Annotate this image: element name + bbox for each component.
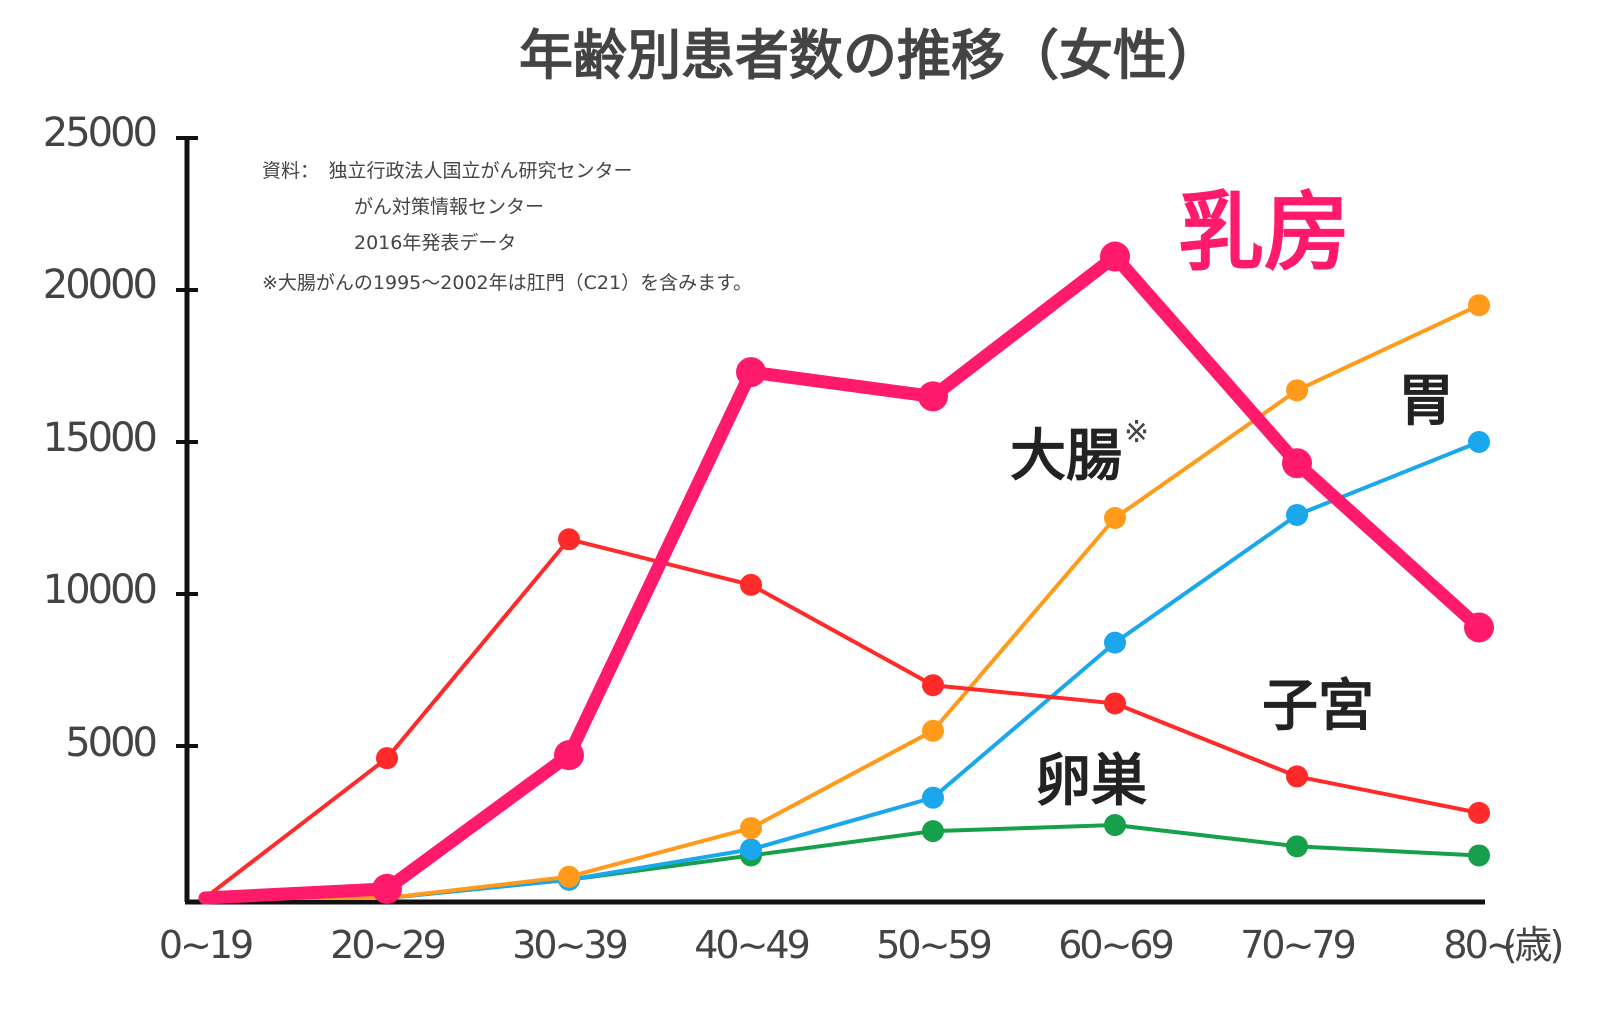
x-tick-label: 20~29 bbox=[330, 923, 444, 967]
data-point bbox=[554, 740, 584, 771]
x-tick-label: 0~19 bbox=[159, 923, 252, 967]
data-point bbox=[922, 719, 944, 742]
x-tick-label: 30~39 bbox=[512, 923, 626, 967]
data-point bbox=[1468, 844, 1490, 867]
series-label-ovary: 卵巣 bbox=[1035, 749, 1147, 814]
data-point bbox=[372, 873, 402, 904]
y-tick-label: 15000 bbox=[43, 415, 156, 461]
data-point bbox=[922, 674, 944, 697]
data-point bbox=[922, 820, 944, 843]
series-line bbox=[203, 303, 1481, 900]
x-tick-label: 80~ bbox=[1443, 923, 1514, 967]
source-line: ※大腸がんの1995～2002年は肛門（C21）を含みます。 bbox=[262, 272, 752, 294]
data-point bbox=[740, 573, 762, 596]
data-point bbox=[922, 786, 944, 809]
series-line bbox=[203, 537, 1481, 900]
source-note: 資料： 独立行政法人国立がん研究センター がん対策情報センター 2016年発表デ… bbox=[262, 160, 752, 294]
x-tick-label: 60~69 bbox=[1058, 923, 1172, 967]
data-point bbox=[376, 747, 398, 770]
data-point bbox=[1468, 801, 1490, 824]
x-tick-label: 70~79 bbox=[1240, 923, 1354, 967]
series-layer bbox=[198, 241, 1494, 905]
series-label-stomach: 胃 bbox=[1398, 369, 1454, 434]
y-tick-marks bbox=[176, 136, 198, 748]
y-tick-label: 10000 bbox=[43, 567, 156, 613]
data-point bbox=[1104, 507, 1126, 529]
data-point bbox=[736, 357, 766, 388]
series-2 bbox=[203, 294, 1490, 900]
data-point bbox=[1282, 448, 1312, 479]
data-point bbox=[558, 865, 580, 888]
source-line: 2016年発表データ bbox=[354, 232, 516, 254]
x-tick-label: 40~49 bbox=[694, 923, 808, 967]
series-labels: 乳房 胃 大腸 ※ 子宮 卵巣 bbox=[1010, 183, 1454, 814]
series-1 bbox=[203, 528, 1490, 900]
data-point bbox=[1468, 431, 1490, 453]
data-point bbox=[1286, 835, 1308, 858]
data-point bbox=[1100, 241, 1130, 272]
x-unit-label: (歳) bbox=[1503, 923, 1562, 967]
x-tick-label: 50~59 bbox=[876, 923, 990, 967]
axes bbox=[184, 138, 1485, 905]
series-label-uterus: 子宮 bbox=[1262, 674, 1374, 739]
data-point bbox=[1286, 765, 1308, 788]
data-point bbox=[740, 838, 762, 861]
source-line: がん対策情報センター bbox=[354, 196, 544, 218]
data-point bbox=[1104, 814, 1126, 837]
y-tick-label: 20000 bbox=[43, 262, 156, 308]
data-point bbox=[1464, 612, 1494, 643]
source-line: 資料： 独立行政法人国立がん研究センター bbox=[262, 160, 633, 182]
data-point bbox=[1286, 379, 1308, 402]
y-tick-label: 5000 bbox=[65, 720, 155, 766]
series-3 bbox=[203, 431, 1490, 900]
data-point bbox=[1104, 631, 1126, 654]
y-tick-label: 25000 bbox=[43, 110, 156, 156]
data-point bbox=[1104, 692, 1126, 715]
data-point bbox=[558, 528, 580, 551]
series-line bbox=[198, 250, 1486, 905]
x-tick-labels: 0~19 20~29 30~39 40~49 50~59 60~69 70~79 80~ bbox=[159, 923, 1518, 967]
data-point bbox=[918, 381, 948, 412]
series-0 bbox=[198, 241, 1494, 905]
data-point bbox=[1468, 294, 1490, 317]
y-tick-labels: 25000 20000 15000 10000 5000 bbox=[43, 110, 159, 766]
series-label-colon: 大腸 bbox=[1010, 424, 1122, 489]
data-point bbox=[1286, 503, 1308, 526]
data-point bbox=[740, 817, 762, 840]
series-label-breast: 乳房 bbox=[1178, 183, 1350, 283]
chart-title: 年齢別患者数の推移（女性） bbox=[519, 24, 1221, 87]
series-label-colon-mark: ※ bbox=[1124, 415, 1149, 450]
